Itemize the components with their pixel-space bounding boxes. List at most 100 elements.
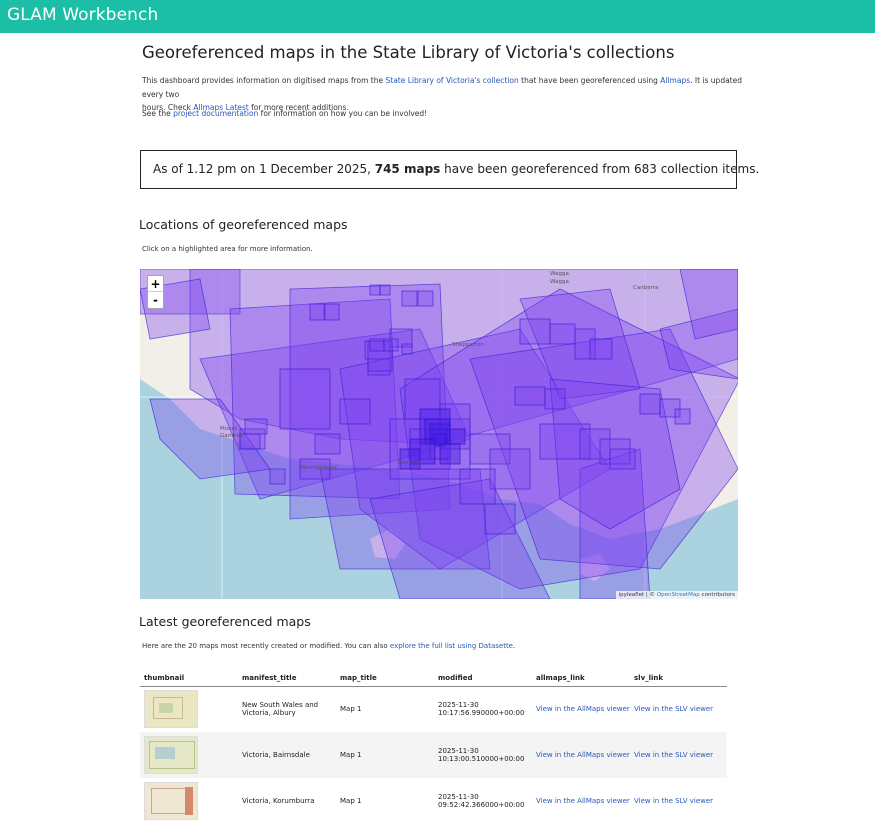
column-header-manifest-title: manifest_title: [238, 671, 336, 687]
modified-date: 2025-11-30: [438, 701, 479, 710]
column-header-thumbnail: thumbnail: [140, 671, 238, 687]
see-text-1: See the: [142, 109, 174, 118]
map-label-wagga2: Wagga: [550, 279, 569, 285]
map-label-geelong: Geelong: [398, 460, 421, 466]
table-row: Victoria, Bairnsdale Map 1 2025-11-30 10:…: [140, 732, 727, 778]
map-label-mount: Mount: [220, 426, 238, 432]
map-label-wagga: Wagga: [550, 271, 569, 277]
modified-time: 10:13:00.510000+00:00: [438, 755, 525, 763]
documentation-paragraph: See the project documentation for inform…: [142, 107, 742, 121]
locations-map[interactable]: Wagga Wagga Canberra Shepparton Mount Ga…: [140, 269, 738, 599]
intro-text-1: This dashboard provides information on d…: [142, 76, 386, 85]
manifest-title-cell: New South Wales and Victoria, Albury: [238, 686, 336, 732]
intro-text-2: that have been georeferenced using: [518, 76, 661, 85]
allmaps-link-cell: View in the AllMaps viewer: [532, 778, 630, 824]
intro-text-4: hours. Check: [142, 103, 194, 112]
page-title: Georeferenced maps in the State Library …: [142, 43, 675, 62]
thumbnail-cell: [140, 732, 238, 778]
column-header-map-title: map_title: [336, 671, 434, 687]
map-section-heading: Locations of georeferenced maps: [139, 217, 348, 232]
map-hint: Click on a highlighted area for more inf…: [142, 245, 313, 253]
column-header-modified: modified: [434, 671, 532, 687]
column-header-slv-link: slv_link: [630, 671, 727, 687]
allmaps-viewer-link[interactable]: View in the AllMaps viewer: [536, 705, 630, 714]
modified-cell: 2025-11-30 09:52:42.366000+00:00: [434, 778, 532, 824]
map-title-cell: Map 1: [340, 705, 362, 714]
map-label-canberra: Canberra: [633, 285, 659, 291]
table-row: Victoria, Korumburra Map 1 2025-11-30 09:…: [140, 778, 727, 824]
melbourne-cluster[interactable]: [399, 408, 466, 470]
top-navbar: GLAM Workbench: [0, 0, 875, 33]
georeferenced-polygons[interactable]: [140, 269, 738, 599]
datasette-link[interactable]: explore the full list using Datasette: [389, 642, 513, 650]
map-label-warrnambool: Warrnambool: [300, 465, 337, 471]
modified-time: 10:17:56.990000+00:00: [438, 709, 525, 718]
map-thumbnail[interactable]: [144, 690, 198, 729]
allmaps-link-cell: View in the AllMaps viewer: [532, 732, 630, 778]
slv-link-cell: View in the SLV viewer: [630, 686, 727, 732]
stats-box: As of 1.12 pm on 1 December 2025, 745 ma…: [140, 150, 759, 189]
column-header-allmaps-link: allmaps_link: [532, 671, 630, 687]
thumbnail-map-border: [149, 741, 195, 769]
thumbnail-map-border: [153, 697, 183, 720]
allmaps-latest-link[interactable]: Allmaps Latest: [193, 103, 249, 112]
allmaps-link-cell: View in the AllMaps viewer: [532, 686, 630, 732]
intro-paragraph: This dashboard provides information on d…: [142, 74, 742, 115]
slv-viewer-link[interactable]: View in the SLV viewer: [634, 751, 714, 759]
latest-intro-end: .: [513, 642, 516, 650]
manifest-title-line1: Victoria, Korumburra: [242, 797, 315, 805]
latest-intro-text: Here are the 20 maps most recently creat…: [142, 642, 390, 650]
allmaps-viewer-link[interactable]: View in the AllMaps viewer: [536, 797, 630, 805]
thumbnail-map-detail: [159, 703, 173, 714]
manifest-title-line2: Victoria, Albury: [242, 709, 296, 718]
map-thumbnail[interactable]: [144, 782, 198, 820]
table-header-row: thumbnail manifest_title map_title modif…: [140, 671, 727, 687]
intro-text-5: for more recent additions.: [248, 103, 349, 112]
island-shape-2: [580, 554, 610, 581]
allmaps-viewer-link[interactable]: View in the AllMaps viewer: [536, 751, 630, 759]
attribution-text-2: contributors: [699, 592, 735, 598]
modified-cell: 2025-11-30 10:17:56.990000+00:00: [434, 686, 532, 732]
thumbnail-map-detail: [185, 787, 193, 815]
zoom-in-button[interactable]: +: [148, 276, 163, 292]
stats-count: 745 maps: [374, 162, 441, 176]
openstreetmap-link[interactable]: OpenStreetMap: [656, 592, 700, 598]
map-title-cell: Map 1: [340, 797, 362, 805]
slv-viewer-link[interactable]: View in the SLV viewer: [634, 705, 714, 714]
zoom-out-button[interactable]: -: [153, 293, 158, 307]
slv-link-cell: View in the SLV viewer: [630, 778, 727, 824]
attribution-text: ipyleaflet | ©: [618, 592, 657, 598]
slv-viewer-link[interactable]: View in the SLV viewer: [634, 797, 714, 805]
allmaps-link[interactable]: Allmaps: [660, 76, 691, 85]
manifest-title-cell: Victoria, Bairnsdale: [238, 732, 336, 778]
latest-section-heading: Latest georeferenced maps: [139, 614, 311, 629]
intro-text-3: . It is updated every two: [142, 76, 742, 99]
map-thumbnail[interactable]: [144, 736, 198, 774]
map-title-cell: Map 1: [336, 732, 434, 778]
map-attribution: ipyleaflet | © OpenStreetMap contributor…: [615, 591, 738, 599]
latest-intro: Here are the 20 maps most recently creat…: [142, 640, 742, 654]
zoom-control: + -: [147, 275, 164, 309]
map-label-gambier: Gambier: [220, 433, 244, 439]
project-documentation-link[interactable]: project documentation: [173, 109, 259, 118]
modified-cell: 2025-11-30 10:13:00.510000+00:00: [434, 732, 532, 778]
thumbnail-cell: [140, 778, 238, 824]
see-text-2: for information on how you can be involv…: [258, 109, 428, 118]
modified-date: 2025-11-30: [438, 747, 479, 755]
brand-title[interactable]: GLAM Workbench: [7, 5, 159, 25]
thumbnail-cell: [140, 686, 238, 732]
manifest-title-cell: Victoria, Korumburra: [238, 778, 336, 824]
stats-suffix: have been georeferenced from 683 collect…: [440, 162, 760, 176]
manifest-title-line1: New South Wales and: [242, 701, 319, 710]
table-row: New South Wales and Victoria, Albury Map …: [140, 686, 727, 732]
manifest-title-line1: Victoria, Bairnsdale: [242, 751, 310, 759]
map-canvas[interactable]: [140, 269, 738, 599]
slv-link-cell: View in the SLV viewer: [630, 732, 727, 778]
slv-collection-link[interactable]: State Library of Victoria's collection: [385, 76, 519, 85]
latest-maps-table: thumbnail manifest_title map_title modif…: [140, 671, 727, 824]
land-area: [140, 269, 738, 539]
modified-time: 09:52:42.366000+00:00: [438, 801, 525, 809]
thumbnail-map-detail: [155, 747, 175, 759]
map-label-shepparton: Shepparton: [452, 342, 484, 348]
modified-date: 2025-11-30: [438, 793, 479, 801]
